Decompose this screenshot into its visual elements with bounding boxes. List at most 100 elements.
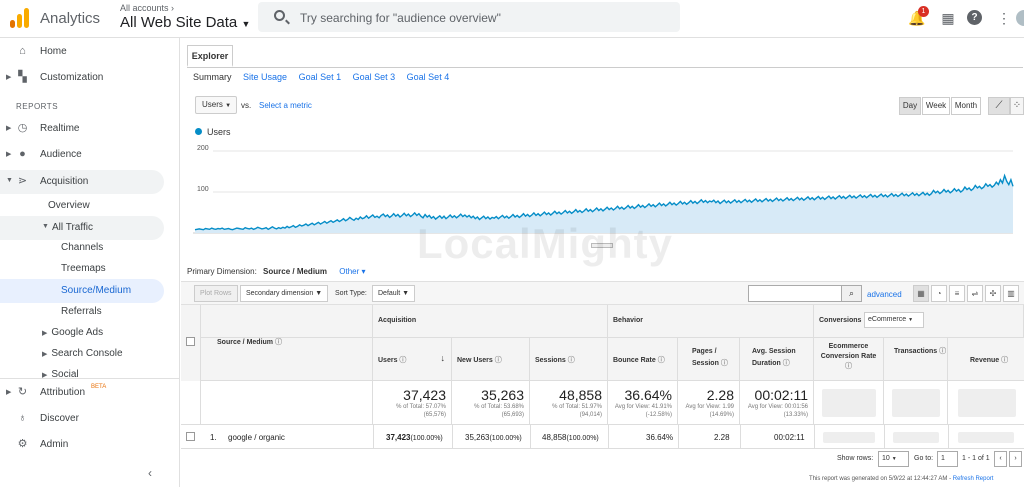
- total-bounce-rate: 36.64% Avg for View: 41.91% (-12.58%): [608, 381, 678, 425]
- column-header-sessions[interactable]: Sessions ⓘ: [530, 338, 608, 381]
- total-revenue: [948, 381, 1024, 425]
- table-search-icon[interactable]: ⌕: [841, 285, 862, 302]
- sidebar-item-label: Discover: [40, 413, 79, 424]
- motion-chart-icon[interactable]: ⁘: [1010, 97, 1024, 115]
- total-ecommerce-conversion-rate: [814, 381, 884, 425]
- help-icon: ⓘ: [494, 357, 502, 364]
- sidebar-item-discover[interactable]: ♁ Discover: [0, 407, 164, 431]
- pie-view-icon[interactable]: ◔: [931, 285, 947, 302]
- view-selector[interactable]: All Web Site Data ▼: [120, 14, 250, 31]
- table-view-icon[interactable]: ▦: [913, 285, 929, 302]
- column-header-transactions[interactable]: Transactions ⓘ: [884, 338, 948, 381]
- conversions-dropdown[interactable]: eCommerce ▼: [864, 312, 924, 328]
- tab-divider: [187, 67, 1023, 68]
- caret-right-icon: ▶: [6, 74, 12, 81]
- sidebar-item-acquisition[interactable]: ▼ ⋗ Acquisition: [0, 170, 164, 194]
- subtab-site-usage[interactable]: Site Usage: [243, 72, 288, 82]
- advanced-filter-link[interactable]: advanced: [867, 290, 902, 299]
- chevron-down-icon: ▼: [402, 290, 410, 297]
- line-chart-icon[interactable]: ⟋: [988, 97, 1010, 115]
- search-placeholder: Try searching for "audience overview": [300, 11, 501, 25]
- column-header-avg-session-duration[interactable]: Avg. Session Duration ⓘ: [740, 338, 814, 381]
- total-value: 36.64%: [624, 387, 672, 403]
- account-breadcrumb[interactable]: All accounts ›: [120, 3, 175, 13]
- sidebar-item-overview[interactable]: Overview: [48, 200, 90, 211]
- help-icon[interactable]: ?: [967, 10, 982, 25]
- secondary-dimension-dropdown[interactable]: Secondary dimension ▼: [240, 285, 329, 302]
- more-vert-icon[interactable]: ⋮: [997, 10, 1011, 26]
- column-header-revenue[interactable]: Revenue ⓘ: [948, 338, 1024, 381]
- goto-input[interactable]: 1: [937, 451, 958, 467]
- column-header-ecommerce-conversion-rate[interactable]: Ecommerce Conversion Rate ⓘ: [814, 338, 884, 381]
- column-header-label: Revenue: [970, 357, 1000, 364]
- report-generated-note: This report was generated on 5/9/22 at 1…: [809, 476, 993, 482]
- sidebar-item-social[interactable]: ▶ Social: [42, 369, 79, 380]
- period-week-button[interactable]: Week: [922, 97, 950, 115]
- column-header-bounce-rate[interactable]: Bounce Rate ⓘ: [608, 338, 678, 381]
- search-input[interactable]: Try searching for "audience overview": [258, 2, 680, 32]
- sidebar-item-home[interactable]: ⌂ Home: [0, 40, 164, 64]
- sidebar-item-referrals[interactable]: Referrals: [61, 306, 102, 317]
- row-checkbox[interactable]: [186, 432, 195, 441]
- column-header-source-medium[interactable]: Source / Medium ⓘ: [201, 305, 373, 381]
- select-all-cell: [181, 305, 201, 381]
- row-new-users-pct: (100.00%): [489, 435, 522, 442]
- next-page-icon[interactable]: ›: [1009, 451, 1022, 467]
- subtab-goal-set-4[interactable]: Goal Set 4: [406, 72, 450, 82]
- row-source-medium-link[interactable]: google / organic: [228, 433, 285, 442]
- table-row[interactable]: 1. google / organic 37,423(100.00%) 35,2…: [181, 425, 1024, 449]
- show-rows-value: 10: [882, 455, 890, 462]
- row-pages-session: 2.28: [714, 433, 730, 442]
- other-dimension-link[interactable]: Other ▾: [339, 267, 366, 276]
- show-rows-dropdown[interactable]: 10 ▼: [878, 451, 909, 467]
- pivot-view-icon[interactable]: ▥: [1003, 285, 1019, 302]
- sidebar-item-google-ads[interactable]: ▶ Google Ads: [42, 327, 103, 338]
- sidebar-item-customization[interactable]: ▶ ▚ Customization: [0, 66, 164, 90]
- help-icon: ⓘ: [567, 357, 575, 364]
- refresh-report-link[interactable]: Refresh Report: [952, 476, 994, 482]
- apps-icon[interactable]: ▦: [941, 10, 955, 26]
- column-header-users[interactable]: Users ⓘ ↓: [373, 338, 452, 381]
- conversions-label: Conversions: [819, 317, 862, 324]
- sidebar-item-attribution[interactable]: ▶ ↻ Attribution: [0, 381, 164, 405]
- avatar[interactable]: [1016, 10, 1024, 26]
- subtab-goal-set-1[interactable]: Goal Set 1: [298, 72, 342, 82]
- sidebar-item-audience[interactable]: ▶ ● Audience: [0, 143, 164, 167]
- analytics-logo-icon[interactable]: [10, 8, 30, 28]
- period-day-button[interactable]: Day: [899, 97, 921, 115]
- users-area-chart[interactable]: 200 100: [193, 138, 1023, 248]
- metric-dropdown[interactable]: Users ▼: [195, 96, 237, 114]
- select-metric-link[interactable]: Select a metric: [259, 101, 312, 110]
- column-header-new-users[interactable]: New Users ⓘ: [452, 338, 530, 381]
- sidebar-item-source-medium[interactable]: Source/Medium: [0, 279, 164, 303]
- prev-page-icon[interactable]: ‹: [994, 451, 1007, 467]
- tab-explorer[interactable]: Explorer: [187, 45, 233, 67]
- caret-right-icon: ▶: [6, 389, 12, 396]
- column-divider: [678, 425, 679, 449]
- help-icon: ⓘ: [1001, 357, 1009, 364]
- plot-rows-button[interactable]: Plot Rows: [194, 285, 238, 302]
- subtab-summary[interactable]: Summary: [193, 72, 232, 82]
- sidebar-item-treemaps[interactable]: Treemaps: [61, 263, 106, 274]
- report-main: Explorer Summary Site Usage Goal Set 1 G…: [181, 38, 1024, 487]
- help-icon: ⓘ: [720, 360, 728, 367]
- sidebar-item-channels[interactable]: Channels: [61, 242, 104, 253]
- chart-resize-handle[interactable]: [591, 243, 613, 248]
- sidebar-item-realtime[interactable]: ▶ ◷ Realtime: [0, 117, 164, 141]
- sidebar-item-admin[interactable]: ⚙ Admin: [0, 433, 164, 457]
- sidebar-item-all-traffic[interactable]: ▼ All Traffic: [0, 216, 164, 240]
- row-bounce-rate: 36.64%: [646, 433, 674, 442]
- comparison-view-icon[interactable]: ⇌: [967, 285, 983, 302]
- period-month-button[interactable]: Month: [951, 97, 981, 115]
- table-toolbar: Plot Rows Secondary dimension ▼ Sort Typ…: [181, 281, 1024, 305]
- total-value: 00:02:11: [754, 387, 808, 403]
- performance-view-icon[interactable]: ≡: [949, 285, 965, 302]
- subtab-goal-set-3[interactable]: Goal Set 3: [352, 72, 396, 82]
- collapse-sidebar-icon[interactable]: ‹: [148, 466, 152, 480]
- blurred-value: [958, 389, 1016, 417]
- sort-type-dropdown[interactable]: Default ▼: [372, 285, 416, 302]
- select-all-checkbox[interactable]: [186, 337, 195, 346]
- term-cloud-view-icon[interactable]: ✣: [985, 285, 1001, 302]
- sidebar-item-search-console[interactable]: ▶ Search Console: [42, 348, 123, 359]
- column-header-pages-session[interactable]: Pages / Session ⓘ: [678, 338, 740, 381]
